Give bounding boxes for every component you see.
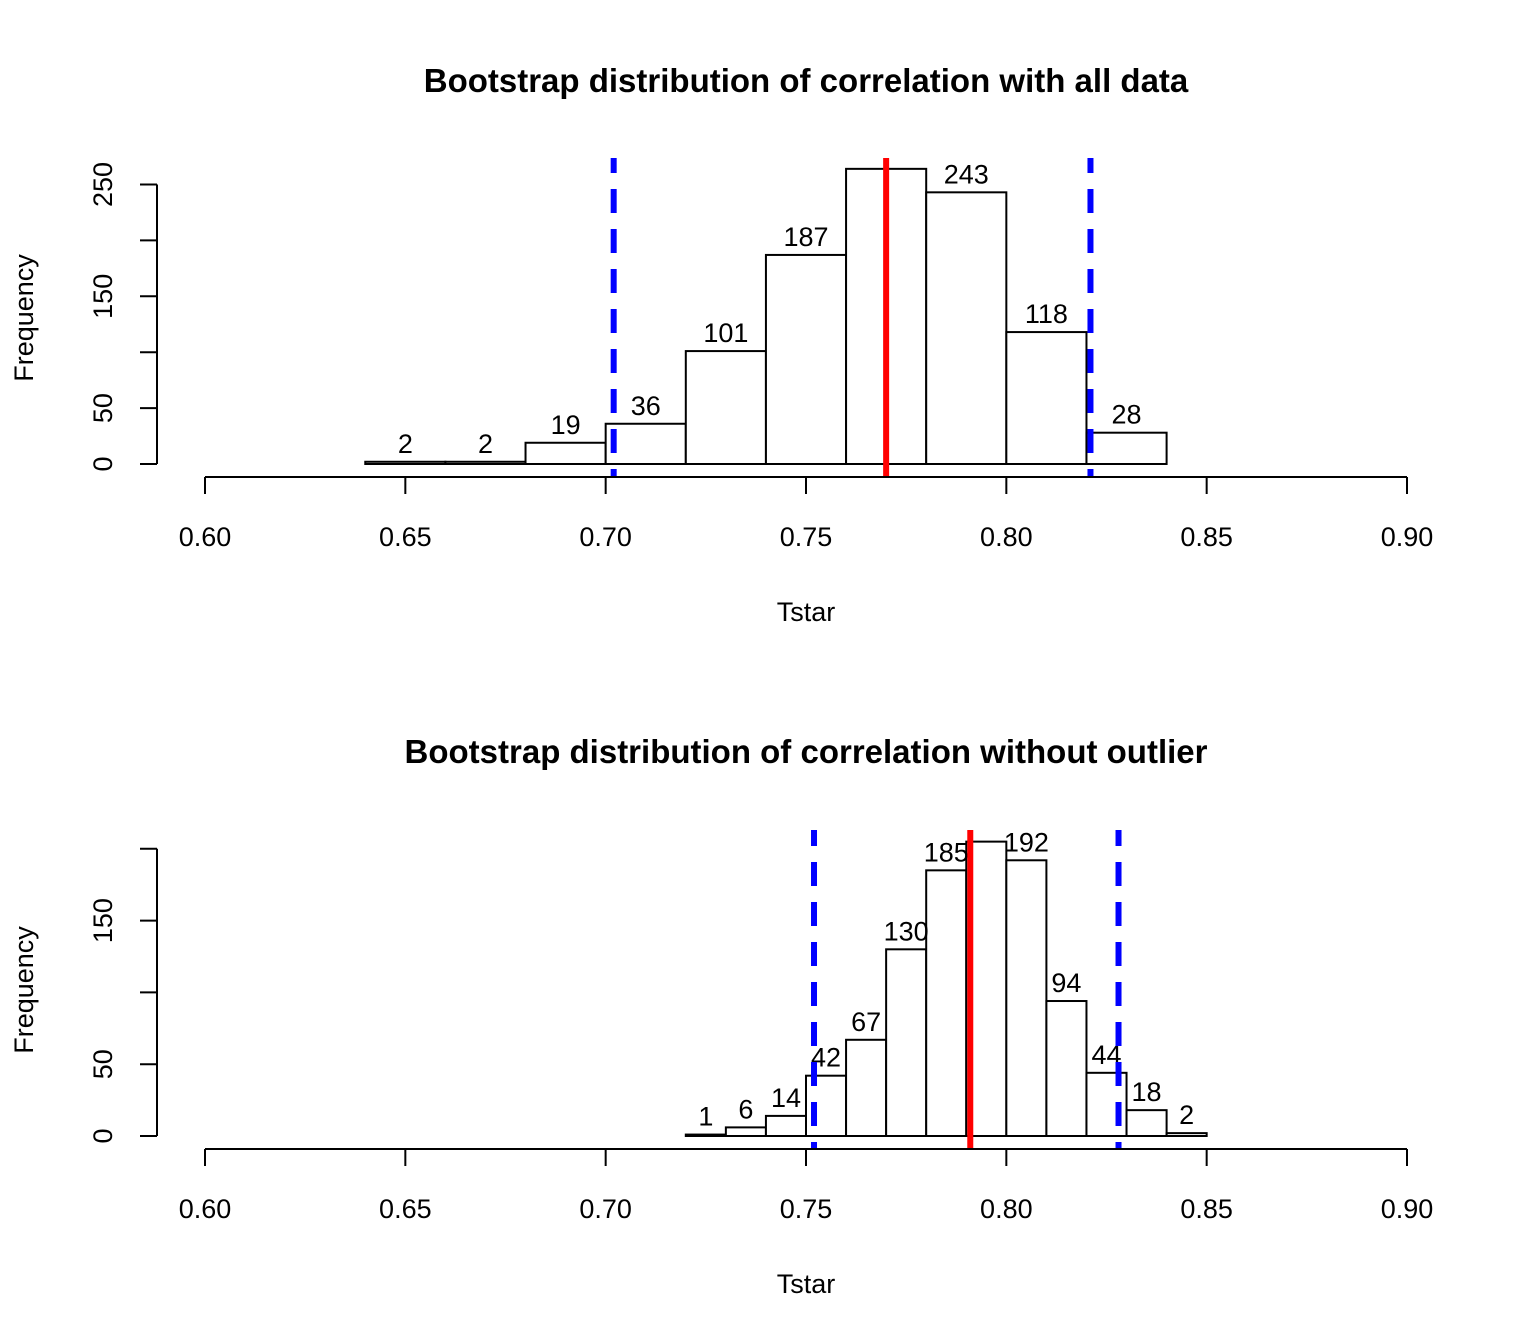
histogram-bar	[1005, 331, 1088, 465]
x-tick-label: 0.80	[980, 1194, 1033, 1224]
y-tick-label: 0	[88, 1128, 118, 1143]
bar-count-label: 243	[944, 159, 989, 189]
histogram-panel-all-data: Bootstrap distribution of correlation wi…	[9, 62, 1433, 627]
bar-count-label: 19	[551, 410, 581, 440]
histogram-bar	[925, 191, 1008, 466]
histogram-bar	[1125, 1109, 1168, 1137]
histogram-bar	[1165, 1132, 1208, 1138]
bar-count-labels: 2 2 19 36 101 187 243 118 28	[398, 159, 1142, 458]
x-tick-label: 0.90	[1381, 522, 1434, 552]
bar-count-label: 28	[1112, 400, 1142, 430]
histogram-bars	[364, 167, 1168, 466]
histogram-bar	[764, 253, 848, 465]
bar-count-label: 36	[631, 391, 661, 421]
histogram-bar	[925, 869, 968, 1138]
histogram-bar	[1085, 431, 1168, 466]
bar-count-label: 130	[884, 916, 929, 946]
histogram-bar	[885, 948, 928, 1137]
bar-count-label: 18	[1132, 1077, 1162, 1107]
y-tick-label: 250	[88, 162, 118, 207]
bar-count-label: 2	[1179, 1100, 1194, 1130]
x-axis: 0.60 0.65 0.70 0.75 0.80 0.85 0.90	[179, 476, 1434, 552]
y-tick-label: 50	[88, 393, 118, 423]
histogram-bar	[1005, 859, 1048, 1138]
bar-count-label: 185	[924, 837, 969, 867]
histogram-bar	[364, 460, 447, 466]
x-tick-label: 0.60	[179, 1194, 232, 1224]
histogram-bar	[444, 460, 527, 466]
histogram-bar	[764, 1114, 808, 1137]
y-axis: 0 50 150	[88, 847, 158, 1144]
bar-count-label: 14	[771, 1083, 801, 1113]
x-tick-label: 0.85	[1180, 522, 1233, 552]
bar-count-label: 2	[478, 429, 493, 459]
y-tick-label: 50	[88, 1049, 118, 1079]
x-tick-label: 0.90	[1381, 1194, 1434, 1224]
x-tick-label: 0.85	[1180, 1194, 1233, 1224]
x-axis: 0.60 0.65 0.70 0.75 0.80 0.85 0.90	[179, 1148, 1434, 1224]
bar-count-label: 192	[1004, 827, 1049, 857]
chart-title: Bootstrap distribution of correlation wi…	[424, 62, 1189, 99]
reference-lines	[811, 830, 1122, 1149]
y-axis-label: Frequency	[9, 926, 39, 1054]
histogram-panel-without-outlier: Bootstrap distribution of correlation wi…	[9, 733, 1433, 1299]
bar-count-label: 6	[738, 1094, 753, 1124]
y-tick-label: 150	[88, 274, 118, 319]
bar-count-label: 118	[1025, 299, 1068, 329]
histogram-bar	[845, 1038, 888, 1137]
x-tick-label: 0.80	[980, 522, 1033, 552]
bar-count-label: 2	[398, 429, 413, 459]
x-tick-label: 0.75	[780, 1194, 833, 1224]
x-tick-label: 0.70	[579, 522, 632, 552]
y-axis-label: Frequency	[9, 254, 39, 382]
bar-count-label: 67	[851, 1007, 881, 1037]
x-tick-label: 0.70	[579, 1194, 632, 1224]
y-tick-label: 150	[88, 898, 118, 943]
histogram-bar	[684, 350, 767, 465]
histogram-bar	[1045, 1000, 1088, 1137]
histogram-bar	[684, 1133, 727, 1137]
bar-count-label: 187	[783, 222, 828, 252]
histogram-bars	[684, 840, 1208, 1138]
x-tick-label: 0.60	[179, 522, 232, 552]
histogram-bar	[524, 441, 607, 465]
bar-count-label: 94	[1051, 968, 1081, 998]
histogram-bar	[724, 1126, 767, 1138]
histogram-bar	[604, 422, 687, 466]
x-axis-label: Tstar	[777, 597, 836, 627]
x-tick-label: 0.65	[379, 522, 432, 552]
x-tick-label: 0.65	[379, 1194, 432, 1224]
x-tick-label: 0.75	[780, 522, 833, 552]
bar-count-label: 101	[703, 318, 748, 348]
x-axis-label: Tstar	[777, 1269, 836, 1299]
y-axis: 0 50 150 250	[88, 162, 158, 472]
bar-count-label: 1	[698, 1102, 713, 1132]
reference-lines	[610, 158, 1094, 477]
chart-title: Bootstrap distribution of correlation wi…	[405, 733, 1208, 770]
y-tick-label: 0	[88, 456, 118, 471]
